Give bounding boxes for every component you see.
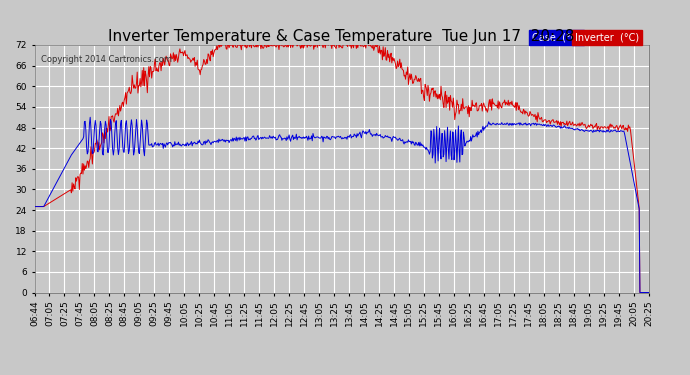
Title: Inverter Temperature & Case Temperature  Tue Jun 17  20:28: Inverter Temperature & Case Temperature …	[108, 29, 575, 44]
Text: Copyright 2014 Cartronics.com: Copyright 2014 Cartronics.com	[41, 55, 172, 64]
Text: Case  (°C): Case (°C)	[532, 33, 581, 42]
Text: Inverter  (°C): Inverter (°C)	[575, 33, 640, 42]
